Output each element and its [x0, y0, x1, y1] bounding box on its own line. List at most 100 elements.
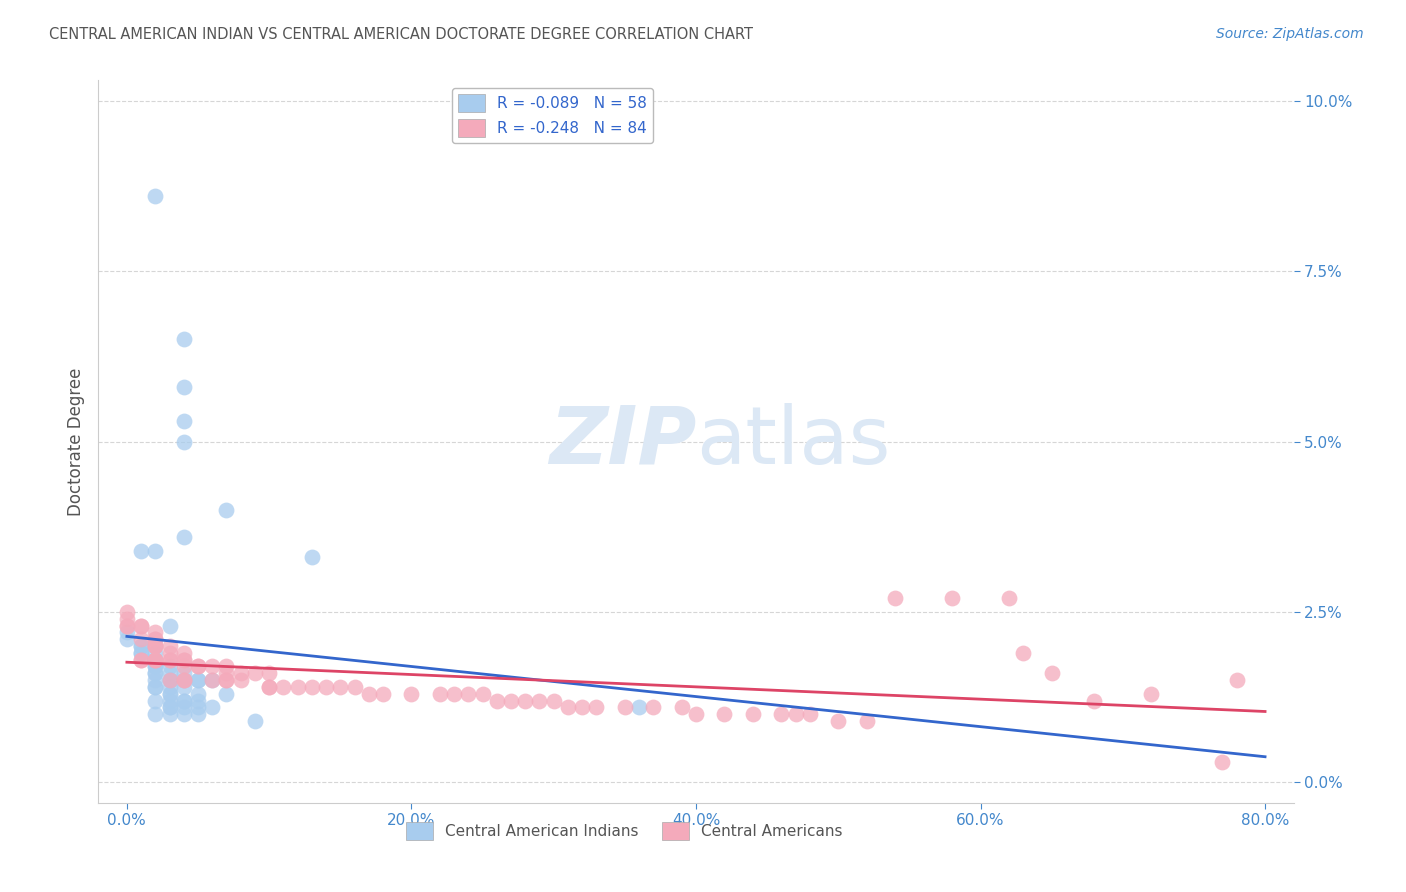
Point	[499, 693, 522, 707]
Point	[187, 687, 209, 701]
Point	[1083, 693, 1105, 707]
Point	[143, 639, 166, 653]
Point	[855, 714, 877, 728]
Point	[173, 666, 195, 681]
Text: ZIP: ZIP	[548, 402, 696, 481]
Point	[315, 680, 337, 694]
Point	[884, 591, 907, 606]
Point	[115, 625, 138, 640]
Point	[785, 707, 807, 722]
Point	[173, 653, 195, 667]
Point	[143, 680, 166, 694]
Point	[143, 625, 166, 640]
Point	[173, 673, 195, 687]
Point	[129, 653, 152, 667]
Point	[371, 687, 394, 701]
Point	[685, 707, 707, 722]
Point	[243, 714, 266, 728]
Point	[201, 700, 224, 714]
Point	[173, 673, 195, 687]
Point	[257, 680, 280, 694]
Point	[143, 632, 166, 647]
Point	[159, 659, 181, 673]
Point	[215, 687, 238, 701]
Point	[457, 687, 479, 701]
Point	[1211, 755, 1233, 769]
Point	[201, 673, 224, 687]
Point	[215, 666, 238, 681]
Legend: Central American Indians, Central Americans: Central American Indians, Central Americ…	[399, 816, 849, 846]
Point	[799, 707, 821, 722]
Point	[257, 680, 280, 694]
Point	[129, 646, 152, 660]
Point	[301, 550, 323, 565]
Point	[301, 680, 323, 694]
Point	[143, 543, 166, 558]
Point	[215, 502, 238, 516]
Point	[173, 646, 195, 660]
Point	[159, 639, 181, 653]
Point	[143, 646, 166, 660]
Point	[1040, 666, 1063, 681]
Point	[173, 434, 195, 449]
Point	[998, 591, 1021, 606]
Point	[827, 714, 849, 728]
Point	[159, 666, 181, 681]
Point	[143, 639, 166, 653]
Point	[187, 659, 209, 673]
Point	[243, 666, 266, 681]
Point	[129, 543, 152, 558]
Y-axis label: Doctorate Degree: Doctorate Degree	[66, 368, 84, 516]
Point	[201, 659, 224, 673]
Point	[159, 673, 181, 687]
Text: CENTRAL AMERICAN INDIAN VS CENTRAL AMERICAN DOCTORATE DEGREE CORRELATION CHART: CENTRAL AMERICAN INDIAN VS CENTRAL AMERI…	[49, 27, 754, 42]
Point	[129, 639, 152, 653]
Point	[543, 693, 565, 707]
Point	[471, 687, 494, 701]
Point	[143, 653, 166, 667]
Point	[429, 687, 451, 701]
Point	[571, 700, 593, 714]
Point	[143, 189, 166, 203]
Point	[159, 693, 181, 707]
Point	[115, 632, 138, 647]
Point	[229, 666, 252, 681]
Point	[343, 680, 366, 694]
Point	[159, 700, 181, 714]
Point	[187, 700, 209, 714]
Point	[159, 653, 181, 667]
Point	[143, 680, 166, 694]
Point	[173, 530, 195, 544]
Point	[173, 414, 195, 428]
Point	[143, 653, 166, 667]
Point	[1012, 646, 1035, 660]
Text: atlas: atlas	[696, 402, 890, 481]
Point	[229, 673, 252, 687]
Point	[628, 700, 651, 714]
Point	[443, 687, 465, 701]
Point	[143, 653, 166, 667]
Point	[143, 632, 166, 647]
Point	[741, 707, 763, 722]
Point	[143, 653, 166, 667]
Point	[173, 707, 195, 722]
Point	[215, 673, 238, 687]
Point	[143, 693, 166, 707]
Point	[159, 618, 181, 632]
Point	[129, 618, 152, 632]
Point	[129, 639, 152, 653]
Point	[143, 653, 166, 667]
Point	[129, 653, 152, 667]
Point	[173, 693, 195, 707]
Point	[115, 612, 138, 626]
Point	[529, 693, 551, 707]
Point	[515, 693, 537, 707]
Point	[187, 673, 209, 687]
Point	[159, 707, 181, 722]
Point	[215, 673, 238, 687]
Point	[201, 673, 224, 687]
Point	[713, 707, 735, 722]
Point	[173, 332, 195, 346]
Point	[187, 659, 209, 673]
Point	[173, 659, 195, 673]
